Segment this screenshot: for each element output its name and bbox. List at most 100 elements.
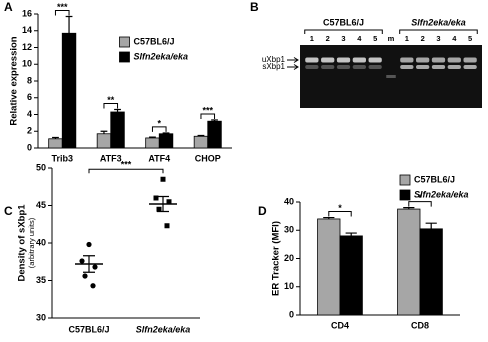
data-point <box>156 206 162 212</box>
marker-band <box>386 75 396 78</box>
panel-label: C <box>4 204 13 218</box>
bar <box>158 133 174 149</box>
gel-band <box>305 65 319 69</box>
x-tick-label: Trib3 <box>51 153 73 163</box>
data-point <box>164 223 170 229</box>
data-point <box>153 195 159 201</box>
band-label: sXbp1 <box>262 62 285 71</box>
data-point <box>79 258 85 264</box>
gel-band <box>305 57 319 63</box>
lane-label: 5 <box>373 34 377 43</box>
data-point <box>92 264 98 270</box>
y-tick-label: 20 <box>284 253 294 263</box>
lane-label: 2 <box>421 34 425 43</box>
y-tick-label: 40 <box>284 196 294 206</box>
lane-label: 2 <box>326 34 330 43</box>
error-bar <box>403 207 415 210</box>
y-axis-label: ER Tracker (MFI) <box>271 221 282 296</box>
y-axis-label: Relative expression <box>9 36 20 125</box>
marker-lane-label: m <box>388 34 395 43</box>
y-tick-label: 14 <box>22 25 32 35</box>
legend-swatch <box>399 174 411 186</box>
error-bar <box>65 15 73 34</box>
gel-band <box>336 65 351 69</box>
gel-band <box>431 57 446 63</box>
y-tick-label: 50 <box>36 162 46 172</box>
x-tick-label: CD4 <box>331 320 349 330</box>
legend-label: Slfn2eka/eka <box>414 189 469 199</box>
lane-label: 5 <box>468 34 472 43</box>
y-axis-sublabel: (arbitrary units) <box>27 217 36 268</box>
significance-bracket <box>103 102 119 109</box>
bar <box>145 137 160 149</box>
error-bar <box>52 136 59 139</box>
legend-swatch <box>399 189 411 201</box>
significance-label: * <box>157 118 161 128</box>
group-label: C57BL6/J <box>323 17 364 27</box>
significance-bracket <box>54 10 70 16</box>
y-tick-label: 35 <box>36 275 46 285</box>
significance-bracket <box>408 201 432 207</box>
significance-bracket <box>151 126 167 132</box>
error-bar <box>323 216 335 219</box>
y-tick-label: 0 <box>289 309 294 319</box>
y-tick-label: 30 <box>284 225 294 235</box>
y-tick-label: 40 <box>36 237 46 247</box>
lane-label: 1 <box>310 34 314 43</box>
legend-swatch <box>119 51 130 63</box>
group-label: Slfn2eka/eka <box>411 17 466 27</box>
significance-label: *** <box>57 2 68 12</box>
bar <box>397 208 421 316</box>
y-tick-label: 8 <box>27 75 32 85</box>
x-tick-label: CD8 <box>411 320 429 330</box>
data-point <box>86 241 92 248</box>
significance-label: *** <box>202 105 213 115</box>
gel-band <box>368 65 382 69</box>
sem-bar <box>83 255 95 273</box>
x-tick-label: ATF3 <box>100 153 122 163</box>
gel-band <box>416 57 430 63</box>
y-tick-label: 10 <box>22 59 32 69</box>
error-bar <box>345 232 357 236</box>
significance-label: ** <box>107 95 115 105</box>
y-tick-label: 4 <box>27 109 32 119</box>
gel-band <box>321 57 335 63</box>
significance-label: * <box>338 203 342 213</box>
legend-label: C57BL6/J <box>414 174 455 184</box>
bar <box>419 228 443 316</box>
error-bar <box>425 222 437 229</box>
panel-label: A <box>4 0 13 14</box>
y-tick-label: 0 <box>27 142 32 152</box>
y-tick-label: 12 <box>22 42 32 52</box>
significance-bracket <box>88 168 164 174</box>
x-tick-label: ATF4 <box>148 153 170 163</box>
error-bar <box>197 134 205 137</box>
bar <box>317 218 341 316</box>
y-axis-label: Density of sXbp1 <box>17 204 28 282</box>
panel-label: D <box>258 204 267 218</box>
lane-label: 4 <box>452 34 457 43</box>
lane-label: 3 <box>341 34 345 43</box>
legend-label: Slfn2eka/eka <box>133 51 188 61</box>
significance-bracket <box>328 211 352 217</box>
group-bracket <box>304 29 383 34</box>
bar <box>207 120 222 149</box>
group-bracket <box>399 29 478 34</box>
gel-band <box>321 65 335 69</box>
lane-label: 3 <box>436 34 440 43</box>
data-point <box>160 176 166 182</box>
bar <box>193 135 209 149</box>
sem-bar <box>157 195 169 213</box>
error-bar <box>149 136 156 138</box>
y-tick-label: 45 <box>36 200 46 210</box>
error-bar <box>100 130 108 134</box>
y-tick-label: 10 <box>284 281 294 291</box>
lane-label: 4 <box>357 34 362 43</box>
error-bar <box>211 119 218 122</box>
x-tick-label: C57BL6/J <box>68 324 109 334</box>
y-tick-label: 2 <box>27 126 32 136</box>
bar <box>48 138 63 149</box>
x-tick-label: Slfn2eka/eka <box>136 324 191 334</box>
data-point <box>166 199 172 205</box>
